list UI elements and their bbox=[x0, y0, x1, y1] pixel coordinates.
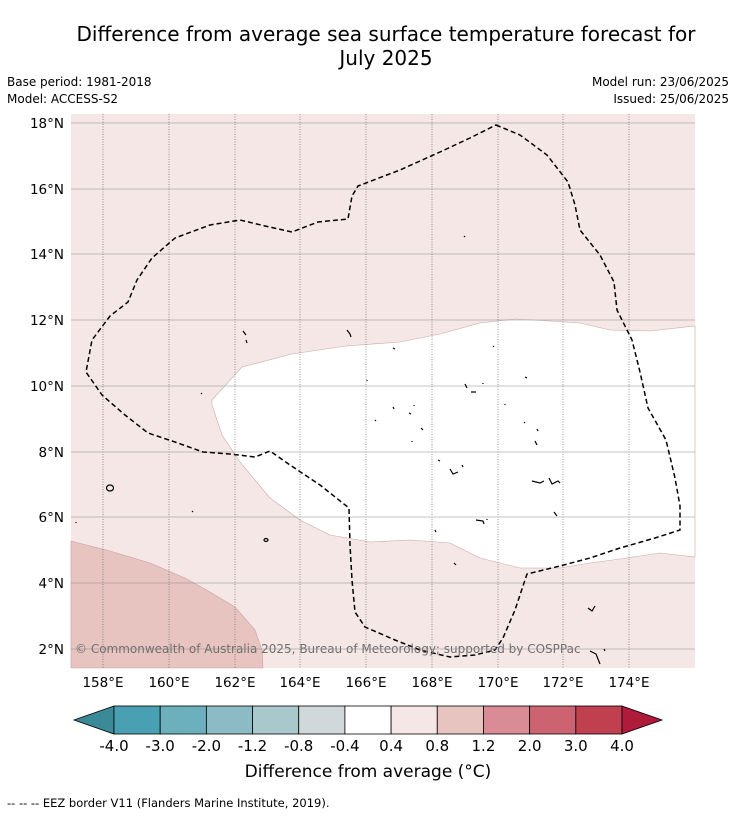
grid-lines-horizontal bbox=[71, 122, 695, 650]
island-outline bbox=[437, 459, 464, 475]
colorbar-tick-label: -0.4 bbox=[330, 737, 359, 755]
lat-tick-label: 6°N bbox=[39, 510, 64, 526]
island-outline bbox=[587, 605, 596, 612]
colorbar-swatch bbox=[298, 705, 346, 735]
island-outline bbox=[434, 529, 457, 566]
lon-tick-label: 168°E bbox=[411, 675, 452, 691]
islands bbox=[75, 235, 606, 665]
base-period: Base period: 1981-2018 bbox=[7, 75, 152, 89]
colorbar-swatch bbox=[483, 705, 531, 735]
title-line-2: July 2025 bbox=[339, 46, 433, 70]
colorbar: -4.0 -3.0 -2.0 -1.2 -0.8 -0.4 0.4 0.8 1.2 2.0 3.0 4… bbox=[72, 705, 664, 755]
eez-border bbox=[85, 124, 681, 658]
right-metadata: Model run: 23/06/2025 Issued: 25/06/2025 bbox=[592, 74, 729, 108]
island-outline bbox=[524, 376, 528, 379]
lon-tick-label: 166°E bbox=[345, 675, 386, 691]
island-outline bbox=[523, 421, 539, 446]
colorbar-tick-label: 0.4 bbox=[379, 737, 403, 755]
lon-tick-label: 174°E bbox=[608, 675, 649, 691]
lat-tick-label: 18°N bbox=[30, 116, 64, 132]
colorbar-tick-label: 1.2 bbox=[472, 737, 496, 755]
island-outline bbox=[464, 383, 484, 393]
lat-tick-label: 12°N bbox=[30, 313, 64, 329]
island-outline bbox=[531, 477, 561, 485]
island-outline bbox=[589, 648, 606, 665]
title-line-1: Difference from average sea surface temp… bbox=[76, 22, 696, 46]
colorbar-tick-label: -2.0 bbox=[192, 737, 221, 755]
issued-date: Issued: 25/06/2025 bbox=[613, 92, 729, 106]
island-outline bbox=[374, 419, 424, 442]
colorbar-swatch bbox=[344, 705, 392, 735]
lon-tick-label: 164°E bbox=[279, 675, 320, 691]
island-outline bbox=[492, 345, 495, 348]
left-metadata: Base period: 1981-2018 Model: ACCESS-S2 bbox=[7, 74, 152, 108]
lon-tick-label: 172°E bbox=[542, 675, 583, 691]
colorbar-swatch bbox=[436, 705, 484, 735]
colorbar-title: Difference from average (°C) bbox=[244, 762, 492, 782]
lat-tick-label: 16°N bbox=[30, 182, 64, 198]
island-outline bbox=[475, 519, 488, 525]
colorbar-swatch bbox=[159, 705, 207, 735]
map-panel: © Commonwealth of Australia 2025, Bureau… bbox=[30, 114, 696, 755]
island-outline bbox=[553, 511, 558, 517]
lon-tick-label: 160°E bbox=[148, 675, 189, 691]
island-outline bbox=[392, 347, 396, 350]
colorbar-tick-label: 2.0 bbox=[518, 737, 542, 755]
lon-tick-label: 162°E bbox=[214, 675, 255, 691]
colorbar-tick-label: -3.0 bbox=[146, 737, 175, 755]
island-outline bbox=[75, 510, 194, 523]
near-normal-region bbox=[211, 318, 696, 569]
lat-tick-labels: 18°N 16°N 14°N 12°N 10°N 8°N 6°N 4°N 2°N bbox=[30, 116, 64, 658]
island-outline bbox=[200, 392, 203, 395]
model-run: Model run: 23/06/2025 bbox=[591, 75, 729, 89]
colorbar-swatch bbox=[575, 705, 623, 735]
island-outline bbox=[263, 537, 269, 543]
island-outline bbox=[392, 405, 415, 415]
lon-tick-label: 158°E bbox=[82, 675, 123, 691]
colorbar-tick-label: -4.0 bbox=[99, 737, 128, 755]
model-name: Model: ACCESS-S2 bbox=[7, 92, 119, 106]
lat-tick-label: 4°N bbox=[39, 576, 64, 592]
colorbar-swatch bbox=[529, 705, 577, 735]
colorbar-under-arrow bbox=[72, 705, 115, 735]
colorbar-tick-label: 0.8 bbox=[425, 737, 449, 755]
lon-tick-labels: 158°E 160°E 162°E 164°E 166°E 168°E 170°… bbox=[82, 675, 649, 691]
colorbar-tick-label: 3.0 bbox=[564, 737, 588, 755]
colorbar-swatch bbox=[252, 705, 300, 735]
colorbar-swatch bbox=[390, 705, 438, 735]
lat-tick-label: 14°N bbox=[30, 247, 64, 263]
lat-tick-label: 10°N bbox=[30, 379, 64, 395]
lon-tick-label: 170°E bbox=[477, 675, 518, 691]
colorbar-swatch bbox=[205, 705, 253, 735]
lat-tick-label: 2°N bbox=[39, 642, 64, 658]
island-outline bbox=[463, 235, 466, 238]
copyright-notice: © Commonwealth of Australia 2025, Bureau… bbox=[75, 642, 581, 656]
eez-legend-note: -- -- -- EEZ border V11 (Flanders Marine… bbox=[7, 796, 330, 810]
colorbar-tick-label: -1.2 bbox=[238, 737, 267, 755]
map-title: Difference from average sea surface temp… bbox=[40, 22, 732, 70]
island-outline bbox=[242, 330, 248, 344]
colorbar-swatch bbox=[113, 705, 161, 735]
colorbar-over-arrow bbox=[621, 705, 664, 735]
island-outline bbox=[346, 329, 352, 338]
colorbar-tick-label: -0.8 bbox=[284, 737, 313, 755]
colorbar-tick-label: 4.0 bbox=[610, 737, 634, 755]
island-outline bbox=[105, 484, 115, 492]
lat-tick-label: 8°N bbox=[39, 445, 64, 461]
